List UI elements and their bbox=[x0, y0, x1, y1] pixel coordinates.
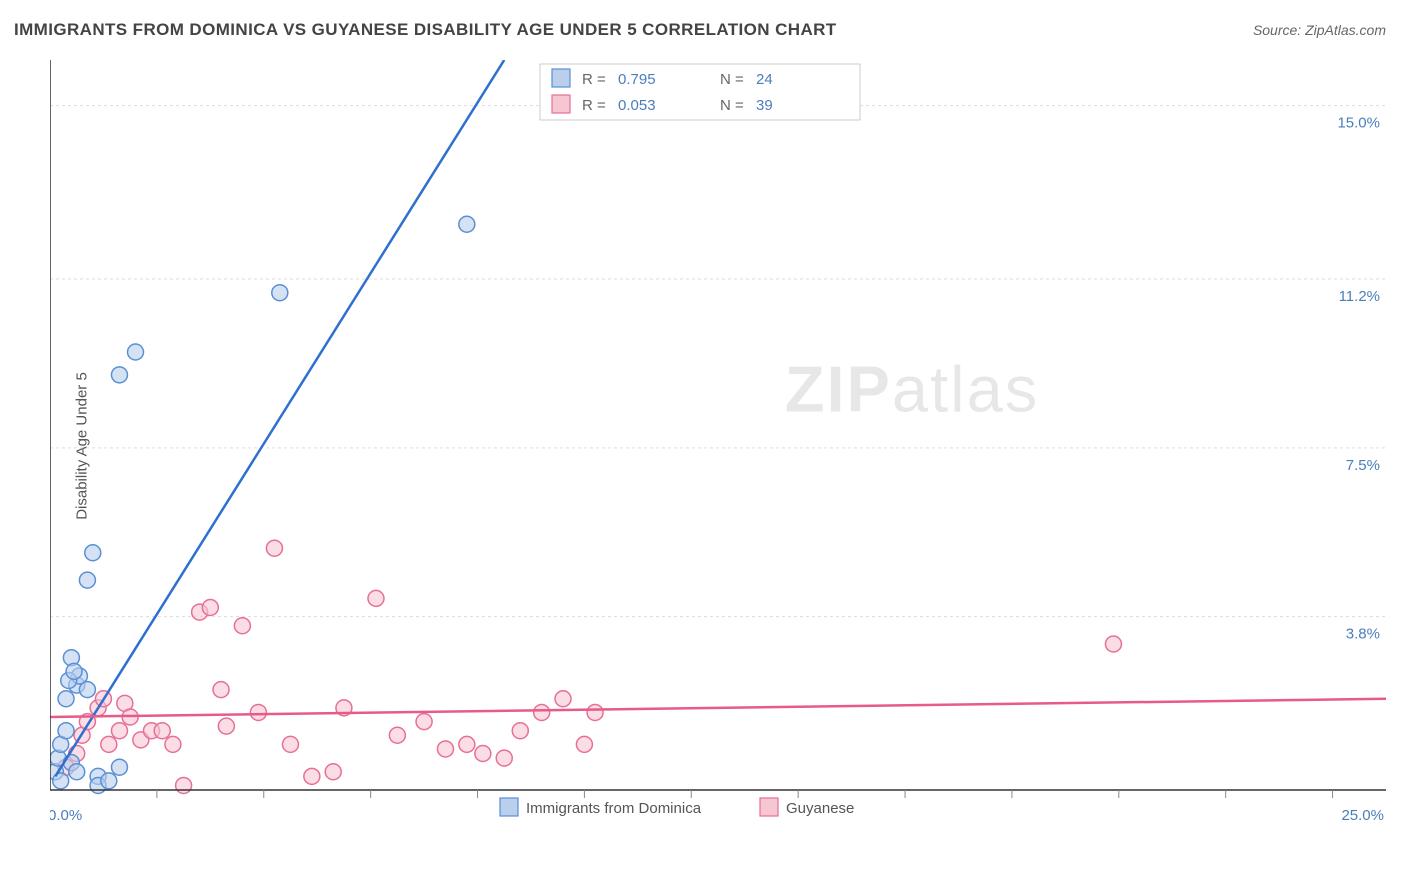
scatter-point bbox=[437, 741, 453, 757]
scatter-point bbox=[555, 691, 571, 707]
scatter-point bbox=[250, 704, 266, 720]
watermark: ZIPatlas bbox=[785, 352, 1039, 425]
y-tick-label: 15.0% bbox=[1337, 115, 1380, 132]
scatter-point bbox=[534, 704, 550, 720]
scatter-point bbox=[576, 736, 592, 752]
regression-line bbox=[50, 699, 1386, 717]
scatter-point bbox=[218, 718, 234, 734]
stats-r-label: R = bbox=[582, 71, 606, 88]
source-label: Source: bbox=[1253, 22, 1301, 38]
scatter-point bbox=[79, 572, 95, 588]
scatter-point bbox=[272, 285, 288, 301]
legend-label: Guyanese bbox=[786, 800, 854, 817]
legend-swatch bbox=[552, 95, 570, 113]
scatter-point bbox=[459, 216, 475, 232]
scatter-point bbox=[266, 540, 282, 556]
scatter-point bbox=[111, 759, 127, 775]
legend-label: Immigrants from Dominica bbox=[526, 800, 702, 817]
scatter-point bbox=[128, 344, 144, 360]
scatter-point bbox=[325, 764, 341, 780]
stats-r-value: 0.795 bbox=[618, 71, 656, 88]
scatter-point bbox=[101, 773, 117, 789]
stats-r-label: R = bbox=[582, 97, 606, 114]
x-max-label: 25.0% bbox=[1341, 807, 1384, 824]
y-tick-label: 7.5% bbox=[1346, 457, 1380, 474]
scatter-point bbox=[368, 590, 384, 606]
y-tick-label: 3.8% bbox=[1346, 626, 1380, 643]
scatter-point bbox=[459, 736, 475, 752]
scatter-chart: 15.0% 11.2% 7.5% 3.8% ZIPatlas 0.0% 25.0% R = 0.… bbox=[50, 60, 1386, 860]
scatter-point bbox=[101, 736, 117, 752]
legend-swatch bbox=[760, 798, 778, 816]
scatter-point bbox=[66, 663, 82, 679]
scatter-point bbox=[389, 727, 405, 743]
x-min-label: 0.0% bbox=[50, 807, 82, 824]
scatter-point bbox=[213, 682, 229, 698]
scatter-point bbox=[1105, 636, 1121, 652]
legend-swatch bbox=[500, 798, 518, 816]
scatter-point bbox=[58, 691, 74, 707]
scatter-point bbox=[475, 746, 491, 762]
source-value: ZipAtlas.com bbox=[1305, 22, 1386, 38]
scatter-point bbox=[79, 682, 95, 698]
scatter-point bbox=[58, 723, 74, 739]
scatter-point bbox=[416, 714, 432, 730]
regression-line bbox=[55, 60, 504, 776]
scatter-point bbox=[512, 723, 528, 739]
scatter-point bbox=[176, 777, 192, 793]
scatter-point bbox=[69, 764, 85, 780]
scatter-point bbox=[304, 768, 320, 784]
stats-n-label: N = bbox=[720, 71, 744, 88]
legend-swatch bbox=[552, 69, 570, 87]
stats-n-label: N = bbox=[720, 97, 744, 114]
scatter-point bbox=[496, 750, 512, 766]
scatter-point bbox=[111, 367, 127, 383]
chart-title: IMMIGRANTS FROM DOMINICA VS GUYANESE DIS… bbox=[14, 20, 837, 40]
scatter-point bbox=[234, 618, 250, 634]
scatter-point bbox=[85, 545, 101, 561]
stats-n-value: 39 bbox=[756, 97, 773, 114]
source-attribution: Source: ZipAtlas.com bbox=[1253, 22, 1386, 38]
y-tick-label: 11.2% bbox=[1339, 288, 1380, 305]
scatter-point bbox=[587, 704, 603, 720]
scatter-point bbox=[111, 723, 127, 739]
stats-n-value: 24 bbox=[756, 71, 773, 88]
chart-container: 15.0% 11.2% 7.5% 3.8% ZIPatlas 0.0% 25.0% R = 0.… bbox=[50, 60, 1386, 830]
scatter-point bbox=[282, 736, 298, 752]
scatter-point bbox=[154, 723, 170, 739]
stats-r-value: 0.053 bbox=[618, 97, 656, 114]
scatter-point bbox=[202, 600, 218, 616]
scatter-point bbox=[165, 736, 181, 752]
